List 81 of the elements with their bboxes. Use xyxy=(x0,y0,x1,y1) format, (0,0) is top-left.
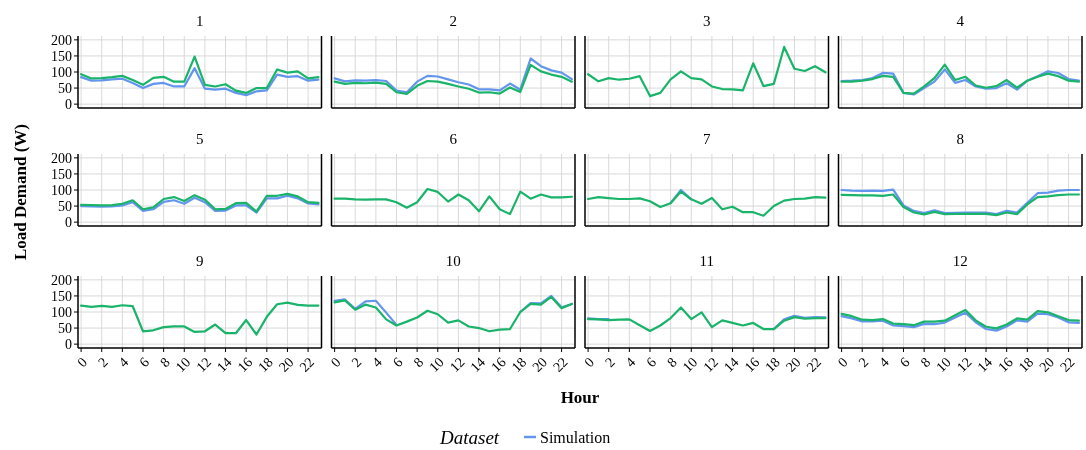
y-tick-label: 150 xyxy=(51,166,72,182)
x-tick-label: 6 xyxy=(897,354,913,370)
x-tick-label: 20 xyxy=(1036,354,1057,375)
x-tick-label: 8 xyxy=(664,354,680,370)
y-tick-label: 200 xyxy=(51,32,72,48)
chart-title: 5 xyxy=(196,131,204,147)
x-tick-label: 0 xyxy=(835,354,851,370)
legend-label: Simulation xyxy=(540,428,611,446)
x-tick-label: 2 xyxy=(602,354,618,370)
chart-title: 12 xyxy=(952,253,968,269)
x-tick-label: 16 xyxy=(995,354,1016,375)
y-axis-title: Load Demand (W) xyxy=(11,123,30,261)
y-tick-label: 100 xyxy=(51,304,72,320)
x-tick-label: 4 xyxy=(622,354,639,370)
x-tick-label: 22 xyxy=(1057,354,1078,375)
x-tick-label: 16 xyxy=(234,354,256,375)
line-series xyxy=(80,301,320,336)
chart-title: 4 xyxy=(956,13,965,29)
x-tick-label: 14 xyxy=(214,354,235,375)
x-tick-label: 18 xyxy=(508,354,530,375)
x-tick-label: 22 xyxy=(803,354,825,375)
y-tick-label: 50 xyxy=(58,320,72,336)
y-tick-label: 100 xyxy=(51,64,72,80)
x-tick-label: 0 xyxy=(328,354,344,370)
line-series xyxy=(80,55,320,94)
x-tick-label: 12 xyxy=(700,354,721,375)
y-tick-label: 100 xyxy=(51,182,72,198)
x-tick-label: 8 xyxy=(410,354,427,370)
x-tick-label: 22 xyxy=(296,354,318,375)
chart-title: 8 xyxy=(956,131,964,147)
x-tick-label: 4 xyxy=(369,354,385,370)
y-tick-label: 200 xyxy=(51,150,72,166)
chart-title: 9 xyxy=(196,253,204,269)
x-tick-label: 16 xyxy=(741,354,763,375)
x-tick-label: 8 xyxy=(917,354,934,370)
x-tick-label: 16 xyxy=(488,354,509,375)
x-tick-label: 6 xyxy=(643,354,660,370)
y-tick-label: 150 xyxy=(51,48,72,64)
x-axis-title: Hour xyxy=(560,388,600,407)
x-tick-label: 14 xyxy=(974,354,996,375)
y-tick-label: 200 xyxy=(51,272,72,288)
x-tick-label: 20 xyxy=(529,354,550,375)
chart-title: 2 xyxy=(449,13,457,29)
x-tick-label: 20 xyxy=(276,354,297,375)
y-tick-label: 50 xyxy=(58,198,72,214)
x-tick-label: 18 xyxy=(255,354,276,375)
x-tick-label: 10 xyxy=(172,354,194,375)
x-tick-label: 18 xyxy=(762,354,783,375)
y-tick-label: 50 xyxy=(58,80,72,96)
x-tick-label: 14 xyxy=(467,354,489,375)
y-tick-label: 0 xyxy=(65,337,72,353)
x-tick-label: 12 xyxy=(446,354,468,375)
x-tick-label: 6 xyxy=(136,354,153,370)
x-tick-label: 2 xyxy=(855,354,872,370)
x-tick-label: 18 xyxy=(1015,354,1037,375)
x-tick-label: 6 xyxy=(390,354,406,370)
x-tick-label: 12 xyxy=(953,354,975,375)
x-tick-label: 2 xyxy=(348,354,365,370)
x-tick-label: 10 xyxy=(679,354,701,375)
x-tick-label: 2 xyxy=(95,354,111,370)
x-tick-label: 4 xyxy=(115,354,132,370)
x-tick-label: 4 xyxy=(876,354,892,370)
x-tick-label: 14 xyxy=(721,354,742,375)
x-tick-label: 12 xyxy=(193,354,214,375)
x-tick-label: 22 xyxy=(550,354,571,375)
chart-title: 11 xyxy=(699,253,714,269)
y-tick-label: 0 xyxy=(65,97,72,113)
chart-title: 6 xyxy=(449,131,458,147)
x-tick-label: 10 xyxy=(933,354,954,375)
x-tick-label: 20 xyxy=(783,354,804,375)
y-tick-label: 150 xyxy=(51,288,72,304)
chart-title: 3 xyxy=(703,13,711,29)
x-tick-label: 8 xyxy=(157,354,173,370)
chart-title: 10 xyxy=(445,253,461,269)
x-tick-label: 10 xyxy=(426,354,447,375)
line-series xyxy=(80,67,320,97)
chart-title: 7 xyxy=(703,131,711,147)
legend-title: Dataset xyxy=(439,426,500,448)
x-tick-label: 0 xyxy=(581,354,598,370)
y-tick-label: 0 xyxy=(65,215,72,231)
chart-title: 1 xyxy=(196,13,204,29)
